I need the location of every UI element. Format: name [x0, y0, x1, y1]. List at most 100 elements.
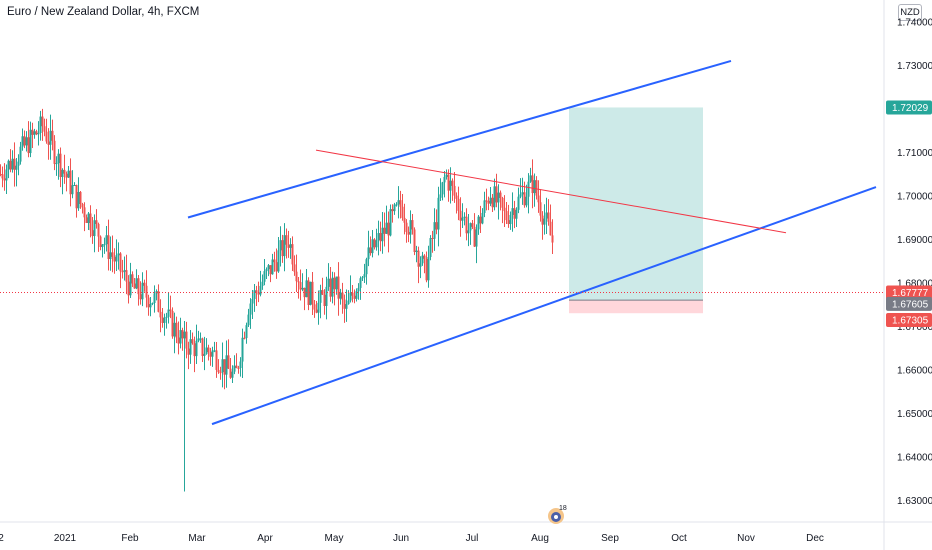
candle-body [265, 269, 268, 272]
x-tick-label: Jul [466, 533, 479, 544]
candle-body [41, 116, 44, 127]
candle-body [525, 196, 528, 206]
candle-body [473, 226, 476, 247]
tradingview-mascot-icon[interactable]: 18 [545, 503, 567, 525]
candle-body [487, 200, 490, 204]
candle-body [35, 131, 38, 135]
candle-body [379, 233, 382, 242]
candle-body [375, 240, 378, 248]
candle-body [9, 160, 12, 170]
candle-body [367, 247, 370, 260]
candle-body [21, 136, 24, 147]
candle-body [371, 239, 374, 254]
candle-body [327, 278, 330, 287]
candle-body [263, 271, 266, 282]
candle-body [73, 185, 76, 187]
candle-body [533, 180, 536, 194]
candle-body [87, 213, 90, 224]
candle-body [175, 322, 178, 338]
candle-body [157, 291, 160, 312]
currency-button[interactable]: NZD [898, 4, 922, 21]
candle-body [69, 170, 72, 195]
candle-body [105, 235, 108, 245]
candle-body [303, 287, 306, 298]
candle-body [385, 222, 388, 234]
price-badge-label: 1.67605 [892, 299, 929, 310]
candle-body [529, 175, 532, 182]
candle-body [241, 337, 244, 362]
candle-body [307, 280, 310, 305]
candle-body [395, 204, 398, 206]
candle-body [99, 236, 102, 248]
candle-body [423, 255, 426, 259]
candle-body [347, 300, 350, 305]
candle-body [247, 314, 250, 326]
x-tick-label: Oct [671, 533, 687, 544]
candle-body [169, 309, 172, 312]
candle-body [207, 347, 210, 353]
trendline[interactable] [315, 149, 787, 234]
candle-body [323, 294, 326, 307]
candle-body [417, 250, 420, 267]
candle-body [305, 280, 308, 298]
target-zone[interactable] [569, 107, 703, 301]
candle-body [27, 137, 30, 154]
candle-body [31, 129, 34, 135]
channel-lower-line[interactable] [211, 186, 877, 426]
candle-body [401, 206, 404, 218]
candle-body [549, 221, 552, 236]
candle-body [335, 276, 338, 290]
candle-body [515, 209, 518, 219]
candle-body [77, 191, 80, 209]
candle-body [373, 239, 376, 248]
candle-body [185, 331, 188, 349]
candle-body [13, 158, 16, 170]
candle-body [25, 137, 28, 146]
price-badge-label: 1.72029 [892, 103, 929, 114]
candle-body [55, 163, 58, 165]
candle-body [493, 186, 496, 208]
candle-body [51, 130, 54, 141]
candle-body [341, 292, 344, 300]
y-tick-label: 1.64000 [897, 452, 932, 463]
candle-body [345, 304, 348, 309]
channel-upper-line[interactable] [187, 59, 732, 219]
price-badge-last [886, 285, 932, 300]
candle-body [381, 227, 384, 242]
candle-body [405, 222, 408, 232]
candle-body [115, 255, 118, 262]
candle-body [91, 230, 94, 237]
candle-body [441, 182, 444, 195]
price-badge-label: 1.67777 [892, 288, 929, 299]
candle-body [109, 252, 112, 259]
candle-body [419, 263, 422, 267]
stop-zone[interactable] [569, 300, 703, 314]
candle-body [131, 274, 134, 284]
candle-body [203, 353, 206, 356]
candle-body [285, 235, 288, 245]
y-tick-label: 1.73000 [897, 61, 932, 72]
candle-body [343, 299, 346, 309]
candle-body [181, 330, 184, 339]
candle-body [531, 175, 534, 194]
candle-body [195, 340, 198, 357]
candle-body [113, 256, 116, 262]
candle-body [229, 368, 232, 378]
candle-body [147, 297, 150, 308]
price-badge-label: 1.67305 [892, 315, 929, 326]
candle-body [269, 265, 272, 275]
x-tick-label: Apr [257, 533, 273, 544]
chart-title: Euro / New Zealand Dollar, 4h, FXCM [7, 6, 200, 18]
candle-body [459, 210, 462, 221]
candle-body [491, 197, 494, 208]
candle-body [57, 153, 60, 164]
candle-body [75, 185, 78, 209]
candle-body [311, 281, 314, 305]
candle-body [447, 174, 450, 191]
candle-body [239, 361, 242, 369]
candle-body [143, 282, 146, 286]
candle-body [63, 169, 66, 174]
candle-body [191, 339, 194, 344]
candle-body [489, 197, 492, 204]
